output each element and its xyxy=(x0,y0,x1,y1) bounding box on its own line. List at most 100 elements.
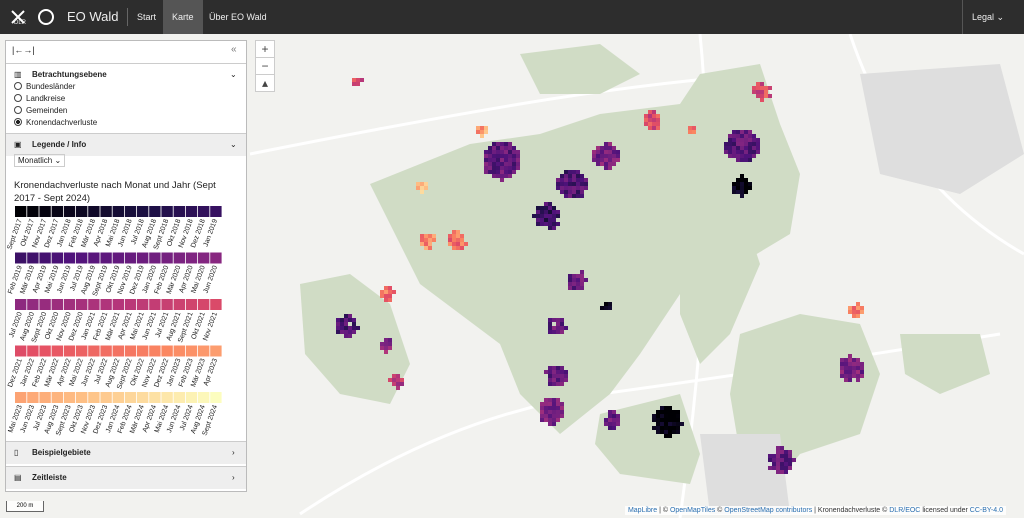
loss-pixel xyxy=(504,162,508,166)
loss-pixel xyxy=(748,134,752,138)
loss-pixel xyxy=(384,286,388,290)
loss-pixel xyxy=(556,378,560,382)
loss-pixel xyxy=(540,222,544,226)
section-header[interactable]: ▯ Beispielgebiete › xyxy=(6,441,246,464)
section-title[interactable]: Betrachtungsebene xyxy=(32,70,107,79)
loss-pixel xyxy=(460,238,464,242)
loss-pixel xyxy=(548,206,552,210)
map[interactable] xyxy=(0,34,1024,518)
loss-pixel xyxy=(356,82,360,86)
legend-swatch xyxy=(51,206,63,217)
attribution-link: OpenStreetMap contributors xyxy=(724,507,813,514)
loss-pixel xyxy=(484,166,488,170)
loss-pixel xyxy=(656,426,660,430)
loss-pixel xyxy=(576,186,580,190)
nav-link[interactable]: Start xyxy=(137,12,157,22)
loss-pixel xyxy=(660,410,664,414)
loss-pixel xyxy=(848,374,852,378)
loss-pixel xyxy=(572,182,576,186)
loss-pixel xyxy=(672,430,676,434)
section-title[interactable]: Beispielgebiete xyxy=(32,448,91,457)
loss-pixel xyxy=(460,242,464,246)
collapse[interactable]: « xyxy=(231,44,237,55)
loss-pixel xyxy=(856,358,860,362)
loss-pixel xyxy=(496,166,500,170)
loss-pixel xyxy=(428,242,432,246)
loss-pixel xyxy=(604,146,608,150)
loss-pixel xyxy=(508,142,512,146)
loss-pixel xyxy=(652,118,656,122)
legend-swatch xyxy=(63,392,76,403)
loss-pixel xyxy=(596,158,600,162)
loss-pixel xyxy=(664,410,668,414)
loss-pixel xyxy=(616,158,620,162)
loss-pixel xyxy=(492,154,496,158)
scale-bar: 200 m xyxy=(6,501,44,512)
radio[interactable] xyxy=(14,82,22,90)
forest-area xyxy=(300,274,410,404)
loss-pixel xyxy=(392,378,396,382)
section-header[interactable]: ▥ Betrachtungsebene ⌄ xyxy=(6,63,246,86)
loss-pixel xyxy=(556,406,560,410)
loss-pixel xyxy=(600,162,604,166)
nav-link[interactable]: Über EO Wald xyxy=(209,12,267,22)
loss-pixel xyxy=(512,162,516,166)
radio-option[interactable]: Kronendachverluste xyxy=(14,118,97,127)
loss-pixel xyxy=(572,194,576,198)
loss-pixel xyxy=(744,186,748,190)
loss-pixel xyxy=(664,430,668,434)
loss-pixel xyxy=(784,462,788,466)
loss-pixel xyxy=(612,426,616,430)
loss-pixel xyxy=(656,122,660,126)
mode-text[interactable]: Monatlich xyxy=(18,156,53,165)
brand[interactable]: EO Wald xyxy=(67,9,119,24)
nav-link-active[interactable]: Karte xyxy=(163,0,203,34)
section-header[interactable]: ▣ Legende / Info ⌄ xyxy=(6,133,246,156)
loss-pixel xyxy=(536,222,540,226)
loss-pixel xyxy=(572,170,576,174)
legal-text[interactable]: Legal xyxy=(972,12,995,22)
legal-menu[interactable]: Legal ⌄ xyxy=(962,0,1013,34)
loss-pixel xyxy=(508,162,512,166)
section-header[interactable]: ▤ Zeitleiste › xyxy=(6,466,246,489)
loss-pixel xyxy=(760,98,764,102)
legend-swatch xyxy=(27,345,39,357)
radio-option[interactable]: Landkreise xyxy=(14,94,65,103)
loss-pixel xyxy=(416,186,420,190)
loss-pixel xyxy=(652,110,656,114)
loss-pixel xyxy=(736,154,740,158)
loss-pixel xyxy=(508,166,512,170)
loss-pixel xyxy=(660,422,664,426)
loss-pixel xyxy=(568,190,572,194)
radio-option[interactable]: Bundesländer xyxy=(14,82,75,91)
forest-area xyxy=(520,44,640,94)
compass[interactable]: ▴ xyxy=(255,74,275,92)
legend-swatch xyxy=(63,345,76,357)
section-title[interactable]: Zeitleiste xyxy=(32,473,67,482)
attribution-link: OpenMapTiles xyxy=(669,507,716,514)
loss-pixel xyxy=(668,406,672,410)
mode-select[interactable]: Monatlich ⌄ xyxy=(14,154,66,167)
loss-pixel xyxy=(752,134,756,138)
radio[interactable] xyxy=(14,118,22,126)
loss-pixel xyxy=(860,374,864,378)
loss-pixel xyxy=(616,154,620,158)
zoom-out[interactable]: − xyxy=(255,57,275,75)
radio[interactable] xyxy=(14,94,22,102)
loss-pixel xyxy=(560,330,564,334)
zoom-in[interactable]: + xyxy=(255,40,275,58)
loss-pixel xyxy=(552,418,556,422)
loss-pixel xyxy=(504,154,508,158)
loss-pixel xyxy=(748,138,752,142)
legend-swatch xyxy=(137,206,149,217)
loss-pixel xyxy=(732,146,736,150)
loss-pixel xyxy=(492,146,496,150)
collapse-toggle[interactable]: |←→| xyxy=(12,45,35,55)
loss-pixel xyxy=(420,234,424,238)
radio[interactable] xyxy=(14,106,22,114)
section-title[interactable]: Legende / Info xyxy=(32,140,87,149)
legend-swatch xyxy=(76,252,88,264)
loss-pixel xyxy=(540,406,544,410)
loss-pixel xyxy=(556,222,560,226)
radio-option[interactable]: Gemeinden xyxy=(14,106,67,115)
